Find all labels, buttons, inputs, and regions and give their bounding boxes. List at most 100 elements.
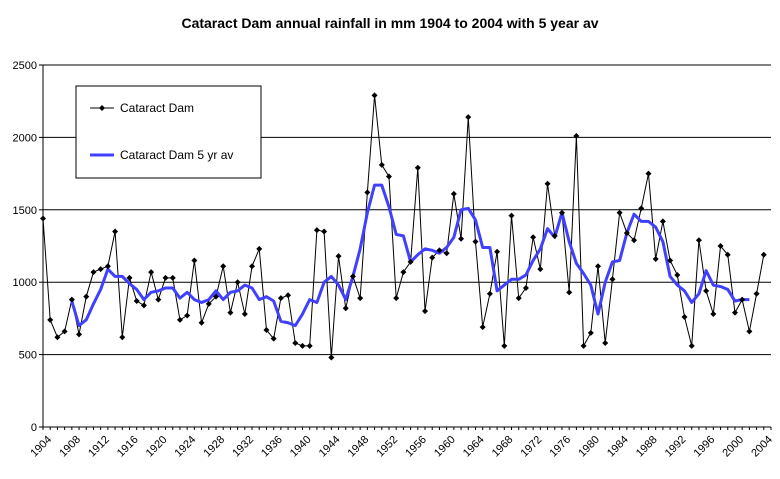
x-tick-label: 1936 <box>259 434 285 460</box>
data-point-rainfall <box>140 302 147 309</box>
data-point-rainfall <box>739 296 746 303</box>
data-point-rainfall <box>422 308 429 315</box>
data-point-rainfall <box>68 296 75 303</box>
series-layer <box>40 92 767 361</box>
data-point-rainfall <box>508 212 515 219</box>
data-point-rainfall <box>544 180 551 187</box>
data-point-rainfall <box>313 227 320 234</box>
x-tick-label: 1920 <box>144 434 170 460</box>
data-point-rainfall <box>580 342 587 349</box>
x-tick-label: 1976 <box>547 434 573 460</box>
x-tick-label: 1992 <box>663 434 689 460</box>
x-tick-label: 1984 <box>605 434 631 460</box>
x-tick-label: 1980 <box>576 434 602 460</box>
data-point-rainfall <box>54 334 61 341</box>
data-point-rainfall <box>631 237 638 244</box>
data-point-rainfall <box>674 271 681 278</box>
data-point-rainfall <box>659 218 666 225</box>
data-point-rainfall <box>205 300 212 307</box>
data-point-rainfall <box>299 342 306 349</box>
data-point-rainfall <box>731 309 738 316</box>
y-axis-ticks: 0 500 1000 1500 2000 2500 <box>13 60 43 434</box>
x-tick-label: 1972 <box>519 434 545 460</box>
data-point-rainfall <box>558 209 565 216</box>
legend-label-average: Cataract Dam 5 yr av <box>120 148 233 162</box>
legend: Cataract Dam Cataract Dam 5 yr av <box>75 85 262 179</box>
data-point-rainfall <box>306 342 313 349</box>
data-point-rainfall <box>47 316 54 323</box>
x-tick-label: 1916 <box>115 434 141 460</box>
data-point-rainfall <box>760 251 767 258</box>
x-tick-label: 1956 <box>403 434 429 460</box>
x-tick-label: 1924 <box>173 434 199 460</box>
x-axis-ticks: 1904 1908 1912 1916 1920 1924 1928 1932 1936 1940… <box>28 427 775 460</box>
data-point-rainfall <box>241 311 248 318</box>
axes <box>42 65 771 428</box>
data-point-rainfall <box>277 295 284 302</box>
data-point-rainfall <box>414 164 421 171</box>
data-point-rainfall <box>90 269 97 276</box>
x-tick-label: 1948 <box>346 434 372 460</box>
data-point-rainfall <box>263 326 270 333</box>
data-point-rainfall <box>494 248 501 255</box>
data-point-rainfall <box>393 295 400 302</box>
x-tick-label: 1964 <box>461 434 487 460</box>
x-tick-label: 2004 <box>749 434 775 460</box>
data-point-rainfall <box>335 253 342 260</box>
data-point-rainfall <box>126 274 133 281</box>
data-point-rainfall <box>169 274 176 281</box>
data-point-rainfall <box>285 292 292 299</box>
y-tick-label: 0 <box>31 422 37 434</box>
x-tick-label: 1940 <box>288 434 314 460</box>
x-tick-label: 1908 <box>57 434 83 460</box>
data-point-rainfall <box>436 247 443 254</box>
data-point-rainfall <box>191 257 198 264</box>
x-tick-label: 1988 <box>634 434 660 460</box>
data-point-rainfall <box>551 232 558 239</box>
data-point-rainfall <box>746 328 753 335</box>
data-point-rainfall <box>227 309 234 316</box>
data-point-rainfall <box>472 238 479 245</box>
y-tick-label: 1000 <box>13 277 37 289</box>
data-point-rainfall <box>212 293 219 300</box>
y-tick-label: 2500 <box>13 60 37 72</box>
data-point-rainfall <box>429 254 436 261</box>
data-point-rainfall <box>667 257 674 264</box>
data-point-rainfall <box>681 313 688 320</box>
data-point-rainfall <box>501 342 508 349</box>
y-tick-label: 1500 <box>13 205 37 217</box>
data-point-rainfall <box>407 258 414 265</box>
data-point-rainfall <box>76 331 83 338</box>
data-point-rainfall <box>357 295 364 302</box>
data-point-rainfall <box>587 329 594 336</box>
data-point-rainfall <box>342 305 349 312</box>
data-point-rainfall <box>458 235 465 242</box>
data-point-rainfall <box>148 269 155 276</box>
data-point-rainfall <box>537 266 544 273</box>
data-point-rainfall <box>695 237 702 244</box>
legend-marker-rainfall <box>99 105 105 111</box>
data-point-rainfall <box>450 190 457 197</box>
data-point-rainfall <box>479 324 486 331</box>
data-point-rainfall <box>465 114 472 121</box>
data-point-rainfall <box>256 245 263 252</box>
data-point-rainfall <box>688 342 695 349</box>
data-point-rainfall <box>133 298 140 305</box>
x-tick-label: 2000 <box>720 434 746 460</box>
x-tick-label: 1932 <box>230 434 256 460</box>
data-point-rainfall <box>220 263 227 270</box>
data-point-rainfall <box>724 251 731 258</box>
data-point-rainfall <box>328 354 335 361</box>
y-tick-label: 2000 <box>13 132 37 144</box>
data-point-rainfall <box>566 289 573 296</box>
x-tick-label: 1944 <box>317 434 343 460</box>
x-tick-label: 1996 <box>692 434 718 460</box>
x-tick-label: 1928 <box>201 434 227 460</box>
data-point-rainfall <box>609 276 616 283</box>
data-point-rainfall <box>198 319 205 326</box>
legend-box <box>75 85 262 179</box>
data-point-rainfall <box>703 287 710 294</box>
data-point-rainfall <box>623 229 630 236</box>
data-point-rainfall <box>364 189 371 196</box>
